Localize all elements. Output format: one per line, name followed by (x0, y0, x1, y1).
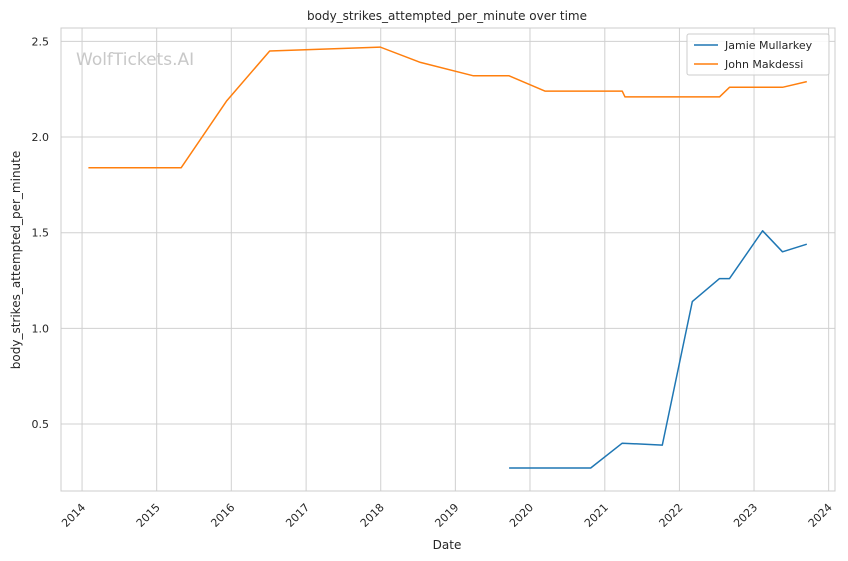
x-tick-label-2017: 2017 (283, 501, 312, 530)
chart-title: body_strikes_attempted_per_minute over t… (307, 9, 587, 23)
x-tick-label-2016: 2016 (208, 501, 237, 530)
x-tick-label-2022: 2022 (657, 501, 686, 530)
y-tick-label-2.0: 2.0 (32, 131, 50, 144)
x-tick-label-2019: 2019 (432, 501, 461, 530)
legend-box (686, 33, 830, 76)
legend-label-jamie-mullarkey: Jamie Mullarkey (724, 39, 813, 52)
x-tick-label-2023: 2023 (731, 501, 760, 530)
y-tick-label-1.0: 1.0 (32, 322, 50, 335)
x-tick-label-2021: 2021 (582, 501, 611, 530)
legend: Jamie Mullarkey John Makdessi (686, 33, 830, 76)
y-axis-label: body_strikes_attempted_per_minute (9, 151, 23, 369)
x-tick-label-2014: 2014 (59, 501, 88, 530)
legend-label-john-makdessi: John Makdessi (724, 58, 803, 71)
y-tick-label-0.5: 0.5 (32, 418, 50, 431)
series-layer (88, 46, 808, 469)
x-tick-label-2018: 2018 (358, 501, 387, 530)
grid (61, 28, 835, 491)
y-tick-label-1.5: 1.5 (32, 227, 50, 240)
plot-frame (60, 27, 836, 492)
y-tick-label-2.5: 2.5 (32, 35, 50, 48)
x-tick-label-2015: 2015 (134, 501, 163, 530)
x-tick-label-2020: 2020 (507, 501, 536, 530)
watermark-text: WolfTickets.AI (76, 50, 194, 70)
series-line-john-makdessi (88, 46, 807, 169)
x-axis-label: Date (433, 538, 462, 552)
x-tick-label-2024: 2024 (806, 501, 835, 530)
series-line-jamie-mullarkey (509, 230, 808, 469)
